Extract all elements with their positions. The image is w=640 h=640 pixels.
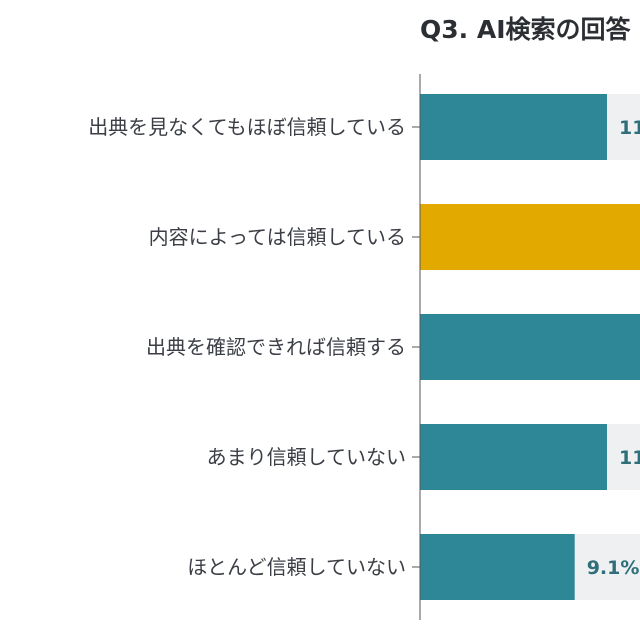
chart-title: Q3. AI検索の回答 <box>420 15 631 44</box>
category-label: 出典を確認できれば信頼する <box>146 335 406 359</box>
category-label: 出典を見なくてもほぼ信頼している <box>88 115 406 139</box>
bars-layer: 出典を見なくてもほぼ信頼している 11 内容によっては信頼している出典を確認できれば… <box>88 74 640 620</box>
bar <box>420 94 607 160</box>
data-label: 9.1% <box>587 557 640 579</box>
category-label: 内容によっては信頼している <box>149 225 406 249</box>
bar <box>420 424 607 490</box>
data-label: 11 <box>619 447 640 469</box>
category-label: ほとんど信頼していない <box>187 555 406 579</box>
data-label: 11 <box>619 117 640 139</box>
category-label: あまり信頼していない <box>207 445 406 469</box>
bar <box>420 204 640 270</box>
bar <box>420 534 575 600</box>
bar <box>420 314 640 380</box>
